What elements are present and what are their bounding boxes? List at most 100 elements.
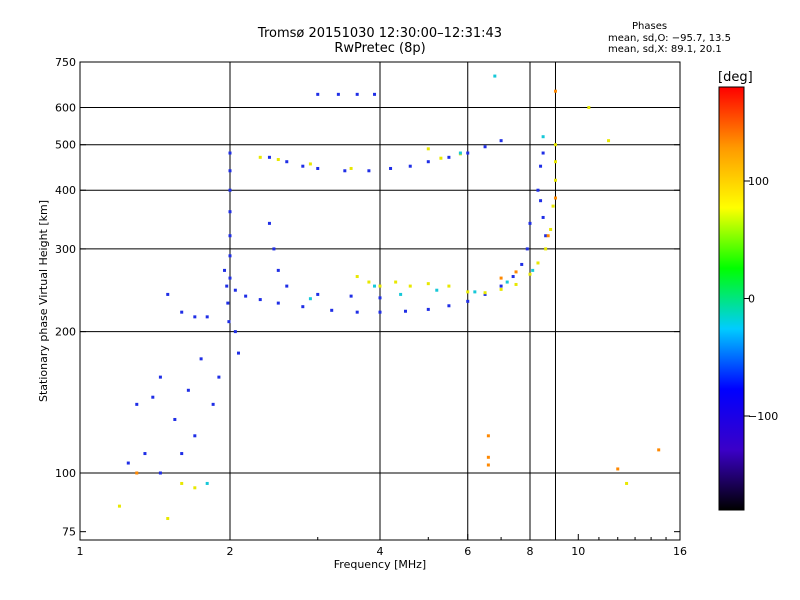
y-tick-label: 100: [55, 467, 76, 480]
data-point: [244, 294, 248, 298]
data-point: [541, 151, 545, 155]
data-point: [587, 106, 591, 110]
data-point: [483, 292, 487, 296]
data-point: [499, 139, 503, 143]
data-point: [447, 304, 451, 308]
data-point: [546, 234, 550, 238]
y-tick-label: 750: [55, 56, 76, 69]
data-point: [426, 307, 430, 311]
data-point: [536, 188, 540, 192]
data-point: [466, 299, 470, 303]
data-point: [447, 284, 451, 288]
data-point: [493, 74, 497, 78]
data-point: [228, 151, 232, 155]
data-point: [143, 452, 147, 456]
data-point: [228, 169, 232, 173]
data-point: [158, 375, 162, 379]
data-point: [528, 272, 532, 276]
data-point: [258, 155, 262, 159]
data-point: [531, 268, 535, 272]
data-point: [308, 297, 312, 301]
data-point: [539, 199, 543, 203]
data-point: [553, 196, 557, 200]
data-point: [499, 276, 503, 280]
data-point: [186, 388, 190, 392]
data-point: [236, 351, 240, 355]
colorbar-unit-label: [deg]: [718, 70, 753, 85]
data-point: [285, 284, 289, 288]
data-point: [378, 284, 382, 288]
colorbar-tick-label: −100: [748, 410, 778, 423]
x-tick-label: 16: [673, 545, 687, 558]
data-point: [466, 290, 470, 294]
data-point: [373, 284, 377, 288]
data-point: [399, 292, 403, 296]
colorbar: [718, 86, 745, 511]
data-point: [553, 160, 557, 164]
x-tick-label: 10: [571, 545, 585, 558]
data-point: [549, 227, 553, 231]
data-point: [505, 280, 509, 284]
data-point: [355, 310, 359, 314]
data-point: [233, 330, 237, 334]
phase-stats-o: mean, sd,O: −95.7, 13.5: [608, 33, 731, 44]
data-point: [330, 308, 334, 312]
data-point: [276, 301, 280, 305]
data-point: [483, 145, 487, 149]
y-tick-label: 200: [55, 326, 76, 339]
data-point: [205, 315, 209, 319]
data-point: [483, 291, 487, 295]
data-point: [267, 221, 271, 225]
data-point: [199, 357, 203, 361]
y-tick-label: 500: [55, 139, 76, 152]
data-point: [223, 268, 227, 272]
data-point: [217, 375, 221, 379]
data-point: [316, 166, 320, 170]
data-point: [447, 155, 451, 159]
data-point: [616, 467, 620, 471]
data-point: [657, 448, 661, 452]
data-point: [135, 402, 139, 406]
chart-subtitle: RwPretec (8p): [334, 41, 426, 56]
data-point: [258, 298, 262, 302]
data-point: [180, 310, 184, 314]
data-point: [349, 166, 353, 170]
data-point: [544, 234, 548, 238]
data-point: [205, 481, 209, 485]
data-point: [135, 471, 139, 475]
data-point: [193, 486, 197, 490]
data-point: [355, 275, 359, 279]
data-point: [228, 210, 232, 214]
data-point: [227, 320, 231, 324]
ticks-layer: 1 2 4 6 8 10 16 75 100 200 300 400 500 600 750: [55, 56, 687, 558]
data-point: [408, 284, 412, 288]
data-point: [499, 284, 503, 288]
phase-stats-x: mean, sd,X: 89.1, 20.1: [608, 44, 722, 55]
data-point: [228, 188, 232, 192]
data-point: [551, 204, 555, 208]
points-layer: [117, 74, 661, 521]
data-point: [193, 315, 197, 319]
data-point: [355, 92, 359, 96]
data-point: [349, 294, 353, 298]
data-point: [541, 135, 545, 139]
data-point: [316, 92, 320, 96]
data-point: [408, 164, 412, 168]
data-point: [378, 310, 382, 314]
data-point: [389, 166, 393, 170]
data-point: [544, 247, 548, 251]
x-tick-label: 4: [377, 545, 384, 558]
y-tick-label: 600: [55, 102, 76, 115]
x-tick-label: 2: [227, 545, 234, 558]
data-point: [151, 395, 155, 399]
y-axis-label: Stationary phase Virtual Height [km]: [37, 200, 50, 402]
data-point: [173, 417, 177, 421]
data-point: [466, 151, 470, 155]
data-point: [486, 434, 490, 438]
data-point: [458, 151, 462, 155]
colorbar-tick-label: 0: [748, 293, 755, 306]
data-point: [473, 290, 477, 294]
data-point: [403, 309, 407, 313]
data-point: [525, 247, 529, 251]
